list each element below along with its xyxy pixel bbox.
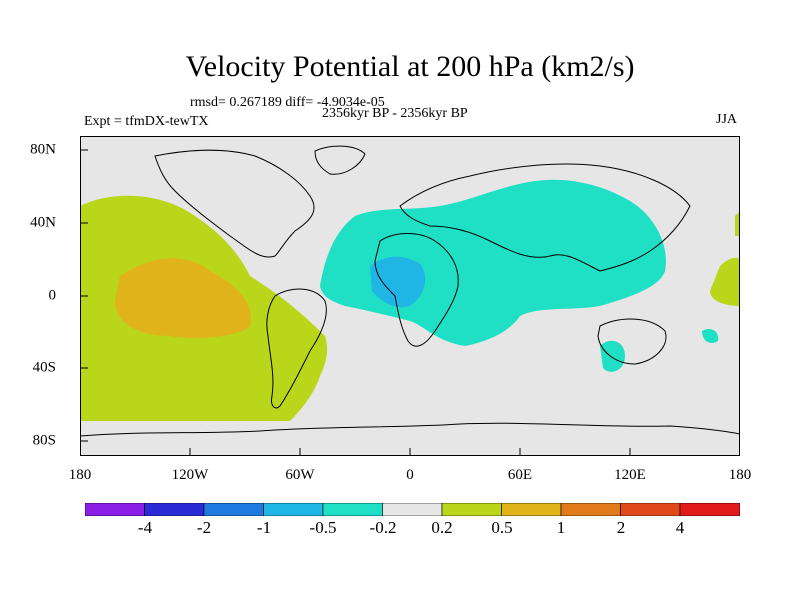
x-tick-marks xyxy=(80,448,740,456)
colorbar-label: -0.2 xyxy=(369,518,397,537)
coastlines xyxy=(80,145,740,437)
x-tick-0: 0 xyxy=(406,467,414,483)
period-label: 2356kyr BP - 2356kyr BP xyxy=(322,106,468,121)
colorbar-bin xyxy=(144,503,205,516)
colorbar-label: -0.5 xyxy=(309,518,337,537)
greenland-coast xyxy=(314,145,366,175)
experiment-label: Expt = tfmDX-tewTX xyxy=(84,114,209,129)
colorbar-label: -1 xyxy=(256,518,272,537)
europe-asia-coast xyxy=(399,163,691,272)
north-america-coast xyxy=(154,149,315,258)
y-tick-marks xyxy=(80,149,88,442)
south-america-coast xyxy=(266,288,327,409)
colorbar-label: -4 xyxy=(137,518,153,537)
x-tick-60E: 60E xyxy=(507,467,533,483)
colorbar-bin xyxy=(560,503,621,516)
colorbar-bin xyxy=(501,503,562,516)
colorbar xyxy=(85,503,740,516)
africa-coast xyxy=(374,233,459,347)
negative-anomaly-aus xyxy=(600,340,625,372)
stats-label: rmsd= 0.267189 diff= -4.9034e-05 xyxy=(190,95,385,110)
colorbar-bin xyxy=(620,503,681,516)
colorbar-label: 0.5 xyxy=(491,518,513,537)
x-tick-180W: 180 xyxy=(68,467,92,483)
colorbar-bin xyxy=(382,503,443,516)
colorbar-bin xyxy=(85,503,145,516)
x-tick-120W: 120W xyxy=(171,467,209,483)
positive-anomaly-east xyxy=(710,257,740,306)
velocity-potential-map xyxy=(80,136,740,456)
colorbar-bin xyxy=(203,503,264,516)
colorbar-label: 0.2 xyxy=(431,518,453,537)
colorbar-bin xyxy=(679,503,740,516)
antarctica-coast xyxy=(80,422,740,437)
x-tick-60W: 60W xyxy=(285,467,315,483)
y-tick-40S: 40S xyxy=(32,359,56,376)
positive-anomaly-east2 xyxy=(735,212,740,236)
y-tick-80N: 80N xyxy=(30,141,56,158)
x-tick-180E: 180 xyxy=(728,467,752,483)
season-label: JJA xyxy=(716,112,738,127)
colorbar-bin xyxy=(441,503,502,516)
colorbar-label: 4 xyxy=(675,518,685,537)
colorbar-label: 1 xyxy=(556,518,566,537)
colorbar-label: 2 xyxy=(616,518,626,537)
y-tick-0: 0 xyxy=(48,287,57,304)
y-tick-40N: 40N xyxy=(30,214,56,231)
y-tick-80S: 80S xyxy=(32,432,56,449)
colorbar-bin xyxy=(322,503,383,516)
x-tick-120E: 120E xyxy=(614,467,646,483)
negative-anomaly-core xyxy=(370,256,426,308)
colorbar-label: -2 xyxy=(196,518,212,537)
colorbar-bin xyxy=(263,503,324,516)
australia-coast xyxy=(597,318,667,365)
plot-title: Velocity Potential at 200 hPa (km2/s) xyxy=(185,50,635,83)
negative-anomaly-small xyxy=(702,329,719,343)
positive-anomaly-core xyxy=(115,258,251,338)
